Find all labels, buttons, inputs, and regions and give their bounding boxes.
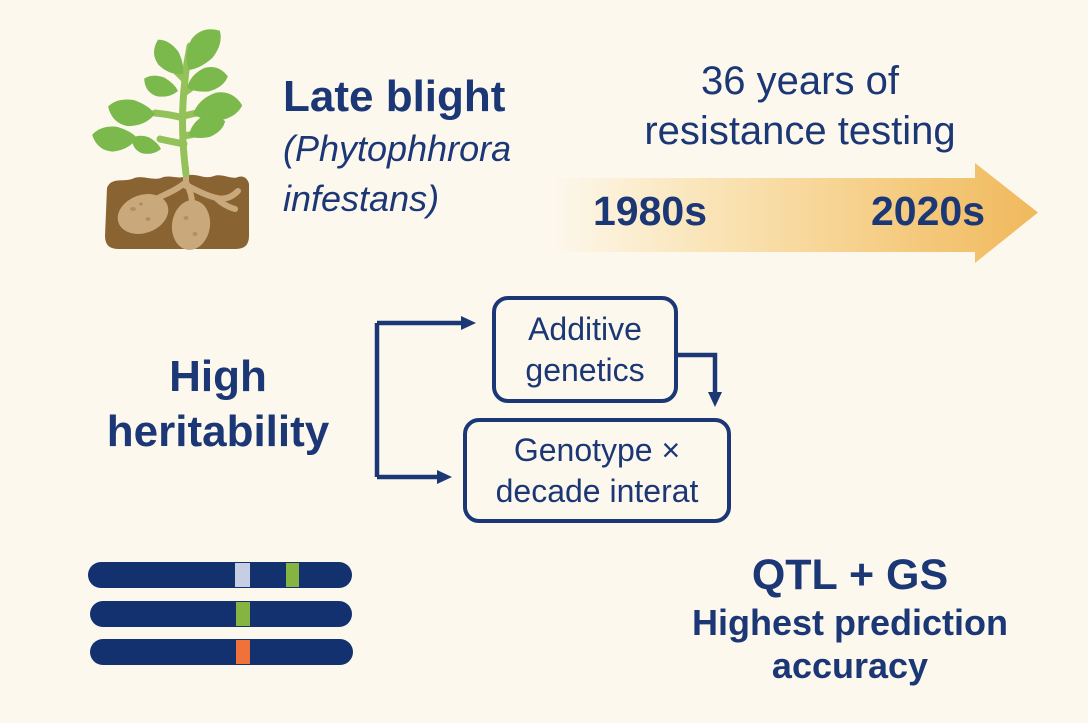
potato-plant-icon <box>91 20 249 250</box>
genotype-decade-line2: decade interat <box>495 472 699 509</box>
genotype-decade-box: Genotype × decade interat <box>463 418 731 523</box>
timeline-heading: 36 years of resistance testing <box>565 56 1035 156</box>
genotype-decade-line1: Genotype × <box>513 431 681 468</box>
box-to-box-arrow-icon <box>674 352 722 407</box>
qtl-segment-green-b <box>236 602 250 626</box>
additive-genetics-line2: genetics <box>525 351 645 388</box>
potato-tubers-shape <box>117 194 211 250</box>
genomics-result-line2: accuracy <box>771 645 929 686</box>
timeline-heading-line1: 36 years of <box>701 59 899 103</box>
heritability-label: High heritability <box>48 349 388 459</box>
qtl-segment-green-a <box>286 563 299 587</box>
additive-genetics-box: Additive genetics <box>492 296 678 403</box>
additive-genetics-line1: Additive <box>528 310 642 347</box>
qtl-segment-orange <box>236 640 250 664</box>
genomics-block: QTL + GS Highest prediction accuracy <box>630 549 1070 687</box>
qtl-segment-lavender <box>235 563 250 587</box>
chromosome-3 <box>90 639 353 665</box>
chromosome-1 <box>88 562 352 588</box>
timeline-heading-line2: resistance testing <box>644 109 956 153</box>
chromosome-2 <box>90 601 352 627</box>
genomics-result-line1: Highest prediction <box>691 602 1009 643</box>
timeline-arrow-icon <box>548 163 1038 263</box>
genomics-method-label: QTL + GS <box>751 551 949 599</box>
heritability-line2: heritability <box>106 407 330 456</box>
heritability-line1: High <box>169 352 267 401</box>
disease-species-line1: (Phytophhrora <box>283 128 512 169</box>
disease-title: Late blight <box>283 72 506 121</box>
disease-title-block: Late blight (Phytophhrora infestans) <box>283 70 511 224</box>
disease-species-line2: infestans) <box>283 178 440 219</box>
timeline-start-label: 1980s <box>593 188 708 234</box>
timeline-end-label: 2020s <box>871 188 986 234</box>
